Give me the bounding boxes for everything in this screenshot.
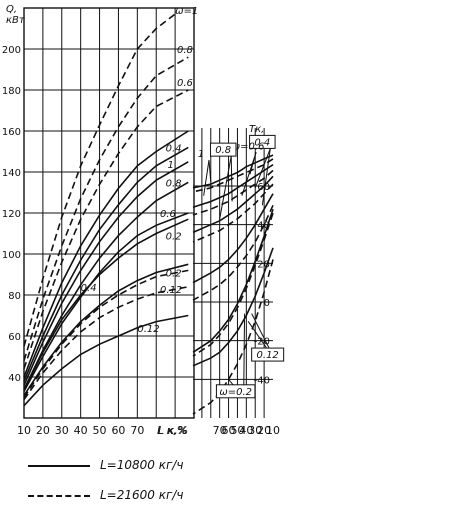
q-y-tick-label: 160 [2,127,21,138]
legend-dashed-label: L=21600 кг/ч [100,488,184,502]
t-callout-label: 1 [198,149,204,160]
t-series-line [192,169,274,216]
q-annotation: 0.4 [81,283,97,294]
t-x-axis-label: L к,% [157,424,187,437]
t-callout-label: 0.4 [254,137,270,148]
q-y-tick-label: 40 [8,373,21,384]
q-series-label: 0.8 [166,178,182,189]
legend-solid-swatch [28,464,90,467]
q-x-tick-label: 70 [130,424,144,437]
q-y-tick-label: 140 [2,168,21,179]
q-series-line [23,269,189,398]
q-series-label: 0.12 [137,324,159,335]
t-x-tick-label: 70 [213,424,227,437]
q-x-tick-label: 20 [36,424,50,437]
t-callout-label: 0.12 [257,350,279,361]
q-x-axis-label: L к,% [158,424,188,437]
t-series-line [192,204,274,301]
t-x-tick-label: 10 [266,424,280,437]
t-callout-box [249,134,276,149]
legend-dashed: L=21600 кг/ч [28,488,183,502]
t-series-line [192,212,274,357]
q-x-tick-label: 60 [111,424,125,437]
q-series-label: 0.2 [166,269,182,280]
t-y-tick-label: 60 [257,182,270,193]
t-callout-leader [208,159,212,183]
q-y-tick-label: 80 [8,291,21,302]
q-series-line [23,56,189,361]
t-callout-leader [261,148,271,206]
t-x-tick-label: 30 [248,424,262,437]
t-x-tick-label: 50 [230,424,244,437]
t-series-line [192,193,274,284]
t-x-tick-label: 60 [222,424,236,437]
t-callout-label: 0.8 [215,145,231,156]
q-series-line [23,212,189,392]
q-x-tick-label: 40 [74,424,88,437]
t-y-tick-label: 0 [264,298,270,309]
q-series-label: 1 [168,160,174,171]
t-series-line [192,158,274,193]
t-callout-leader [230,156,233,202]
q-series-label: 0.2 [166,232,182,243]
t-y-tick-label: 20 [257,259,270,270]
t-callout-leader [243,313,246,398]
q-series-line [23,218,189,390]
t-y-axis-label: Tк, [249,124,264,135]
legend-solid: L=10800 кг/ч [28,458,183,472]
t-series-line [192,247,274,367]
q-series-line [23,89,189,370]
t-callout-leader [241,152,257,196]
q-y-axis-label: Q, [6,4,17,15]
q-series-line [23,130,189,378]
t-callout-label: ω=0.6 [232,141,265,152]
t-callout-box [215,384,256,399]
t-series-line [192,183,274,243]
t-callout-leader [203,159,210,196]
q-series-label: 0.6 [177,78,193,89]
q-series-label: 0.6 [160,209,176,220]
t-callout-box [209,142,237,157]
t-series-line [192,208,274,353]
q-series-label: 0.4 [166,144,182,155]
q-series-label: ω=1 [175,6,198,17]
t-callout-box [251,347,285,362]
q-series-line [23,13,176,347]
t-x-tick-label: 40 [239,424,253,437]
q-series-line [23,263,189,396]
q-y-tick-label: 60 [8,332,21,343]
t-y-tick-label: -20 [254,337,270,348]
q-y-tick-label: 180 [2,86,21,97]
t-series-line [192,259,274,415]
left-chart: 10 20 30 40 50 60 70 40 60 80 100 120 140 160 180 200 Q,… [2,4,198,437]
q-y-tick-label: 100 [2,250,21,261]
t-callout-leader [219,156,232,219]
t-series-line [192,175,274,234]
q-y-axis-label: кВт [6,15,26,26]
legend-dashed-swatch [28,494,90,497]
t-callout-label: ω=0.2 [219,387,252,398]
q-y-tick-label: 120 [2,209,21,220]
q-series-line [23,286,189,401]
legend-solid-label: L=10800 кг/ч [100,458,184,472]
t-x-tick-label: 20 [257,424,271,437]
t-y-tick-label: -40 [254,375,270,386]
q-series-label: 0.12 [160,285,182,296]
q-series-line [23,161,189,386]
q-x-tick-label: 30 [55,424,69,437]
t-callout-leader [254,148,271,189]
t-series-line [192,154,274,189]
q-series-line [23,181,189,390]
q-y-tick-label: 200 [2,45,21,56]
q-series-label: 0.8 [177,45,193,56]
q-x-tick-label: 50 [93,424,107,437]
q-series-line [23,146,189,382]
q-x-tick-label: 10 [17,424,31,437]
q-series-line [23,314,189,407]
